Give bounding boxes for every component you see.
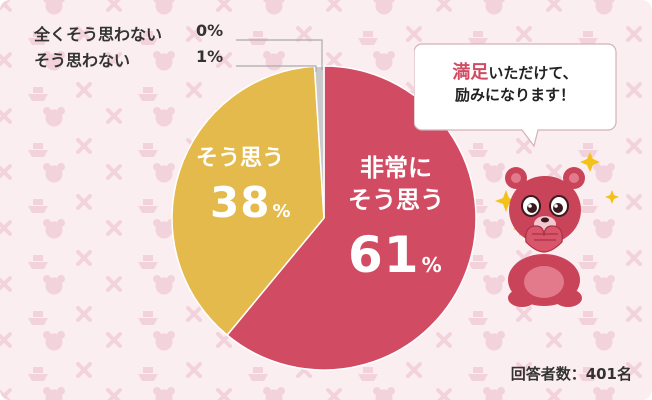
strongly-line1: 非常に: [360, 154, 432, 182]
pie-slice-agree: [171, 65, 325, 337]
pie-slice-strongly-agree: [226, 65, 477, 371]
bubble-line2: 励みになります！: [454, 86, 575, 104]
speech-bubble: 満足いただけて、 励みになります！: [413, 42, 634, 148]
bubble-line1: 満足いただけて、: [414, 62, 616, 84]
label-agree-pct: 38%: [210, 178, 291, 227]
strongly-line2: そう思う: [348, 186, 444, 214]
speech-bubble-text: 満足いただけて、 励みになります！: [414, 62, 616, 106]
agree-value: 38: [210, 178, 271, 227]
leader-line-not-at-all: [236, 39, 323, 70]
strongly-unit: %: [421, 253, 442, 277]
label-not-at-all-pct: 0%: [196, 21, 224, 40]
bear-body: [505, 167, 585, 307]
agree-unit: %: [272, 201, 291, 222]
respondent-count: 回答者数：401名: [510, 365, 632, 383]
label-disagree: そう思わない: [34, 51, 131, 70]
speech-bubble-shape: [413, 43, 617, 148]
bubble-line1-rest: いただけて、: [488, 64, 578, 82]
strongly-value: 61: [348, 226, 420, 284]
label-strongly-agree: 非常に そう思う: [348, 152, 444, 216]
bear-mascot-icon: [495, 152, 619, 307]
bubble-accent-word: 満足: [452, 62, 489, 83]
label-disagree-pct: 1%: [196, 47, 224, 66]
leader-line-disagree: [236, 65, 317, 72]
label-agree: そう思う: [196, 146, 285, 171]
label-not-at-all: 全くそう思わない: [34, 25, 163, 44]
label-strongly-agree-pct: 61%: [348, 226, 442, 284]
